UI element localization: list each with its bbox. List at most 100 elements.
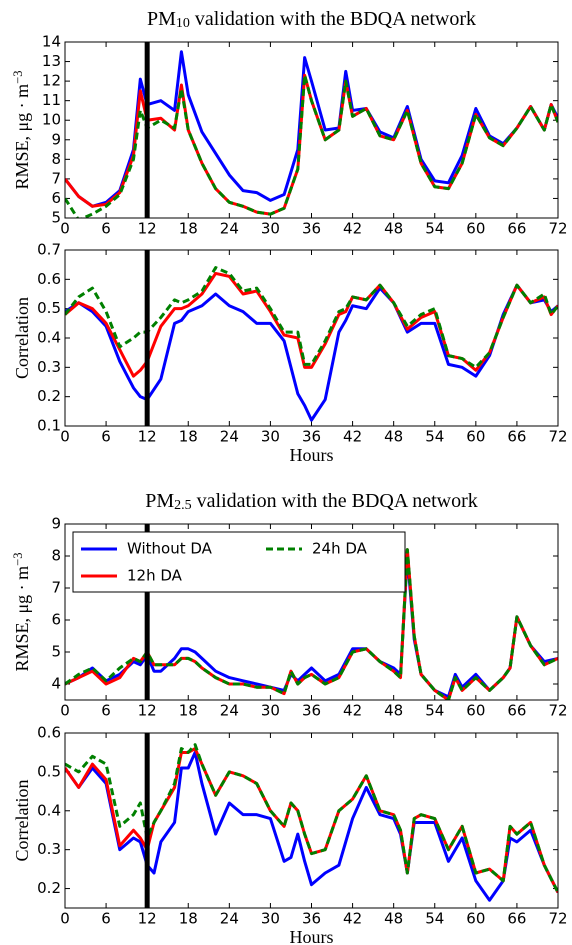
- series-line: [65, 266, 558, 369]
- x-tick-label: 66: [507, 702, 526, 720]
- y-tick-label: 7: [51, 579, 61, 597]
- x-tick-label: 42: [343, 702, 362, 720]
- x-tick-label: 36: [302, 428, 321, 446]
- chart-title-part: 2.5: [174, 498, 192, 513]
- y-tick-label: 4: [51, 675, 61, 693]
- y-tick-label: 10: [42, 111, 61, 129]
- x-tick-label: 72: [548, 220, 567, 238]
- x-tick-label: 42: [343, 428, 362, 446]
- y-tick-label: 0.6: [37, 270, 61, 288]
- x-tick-label: 48: [384, 428, 403, 446]
- y-axis-label: RMSE, μg · m−3: [11, 552, 32, 671]
- plot-lines: [65, 50, 558, 218]
- y-tick-label: 5: [51, 209, 61, 227]
- x-tick-label: 60: [466, 220, 485, 238]
- legend-box: [72, 531, 406, 593]
- y-tick-label: 6: [51, 189, 61, 207]
- chart-title-part: PM: [147, 8, 176, 30]
- plot-frame: [64, 732, 559, 909]
- x-tick-label: 66: [507, 910, 526, 928]
- x-tick-label: 72: [548, 428, 567, 446]
- x-axis-label: Hours: [290, 445, 334, 465]
- x-tick-label: 54: [425, 702, 444, 720]
- y-tick-label: 0.3: [37, 840, 61, 858]
- y-axis-label-part: RMSE, μg · m: [12, 566, 32, 672]
- chart-title: PM10 validation with the BDQA network: [147, 8, 476, 32]
- x-tick-label: 18: [179, 220, 198, 238]
- legend-label: Without DA: [127, 540, 213, 558]
- y-axis-label-part: −3: [11, 552, 25, 565]
- x-tick-label: 36: [302, 910, 321, 928]
- chart-title: PM2.5 validation with the BDQA network: [145, 490, 477, 514]
- x-tick-label: 24: [220, 220, 239, 238]
- series-line: [65, 283, 558, 422]
- x-tick-label: 24: [220, 428, 239, 446]
- x-tick-label: 0: [60, 702, 70, 720]
- x-tick-label: 54: [425, 910, 444, 928]
- plot-lines: [65, 743, 558, 902]
- x-tick-label: 30: [261, 910, 280, 928]
- y-tick-label: 7: [51, 169, 61, 187]
- y-tick-label: 8: [51, 150, 61, 168]
- x-tick-label: 18: [179, 910, 198, 928]
- x-tick-label: 66: [507, 220, 526, 238]
- y-axis-label: Correlation: [12, 780, 32, 862]
- chart-title-part: validation with the BDQA network: [190, 8, 476, 30]
- y-tick-label: 0.2: [37, 879, 61, 897]
- x-tick-label: 48: [384, 220, 403, 238]
- x-tick-label: 18: [179, 702, 198, 720]
- plot-lines: [65, 266, 558, 422]
- chart-title-part: validation with the BDQA network: [192, 490, 478, 512]
- y-tick-label: 11: [42, 91, 61, 109]
- y-tick-label: 14: [42, 33, 61, 51]
- y-axis-label: Correlation: [12, 297, 32, 379]
- x-tick-label: 54: [425, 428, 444, 446]
- series-line: [65, 271, 558, 378]
- y-axis-label-part: RMSE, μg · m: [12, 84, 32, 190]
- x-tick-label: 30: [261, 428, 280, 446]
- legend-label: 24h DA: [312, 540, 368, 558]
- y-tick-label: 0.4: [37, 329, 61, 347]
- series-line: [65, 73, 558, 216]
- plot-lines: [65, 548, 558, 700]
- x-tick-label: 18: [179, 428, 198, 446]
- series-line: [65, 750, 558, 902]
- x-tick-label: 60: [466, 428, 485, 446]
- y-tick-label: 6: [51, 611, 61, 629]
- y-tick-label: 0.1: [37, 417, 61, 435]
- y-tick-label: 0.2: [37, 387, 61, 405]
- x-axis-label: Hours: [290, 927, 334, 945]
- y-tick-label: 5: [51, 643, 61, 661]
- y-tick-label: 0.5: [37, 299, 61, 317]
- y-tick-label: 0.6: [37, 724, 61, 742]
- x-tick-label: 66: [507, 428, 526, 446]
- y-tick-label: 9: [51, 515, 61, 533]
- x-tick-label: 60: [466, 702, 485, 720]
- x-tick-label: 0: [60, 428, 70, 446]
- x-tick-label: 60: [466, 910, 485, 928]
- x-tick-label: 72: [548, 702, 567, 720]
- x-tick-label: 36: [302, 702, 321, 720]
- x-tick-label: 6: [101, 702, 111, 720]
- x-tick-label: 42: [343, 220, 362, 238]
- y-tick-label: 0.5: [37, 762, 61, 780]
- y-tick-label: 0.3: [37, 358, 61, 376]
- y-tick-label: 12: [42, 72, 61, 90]
- x-tick-label: 12: [138, 702, 157, 720]
- y-tick-label: 0.7: [37, 241, 61, 259]
- x-tick-label: 24: [220, 910, 239, 928]
- x-tick-label: 54: [425, 220, 444, 238]
- x-tick-label: 48: [384, 702, 403, 720]
- x-tick-label: 12: [138, 220, 157, 238]
- x-tick-label: 6: [101, 428, 111, 446]
- x-tick-label: 42: [343, 910, 362, 928]
- x-tick-label: 12: [138, 428, 157, 446]
- plot-frame: [64, 41, 559, 219]
- x-tick-label: 6: [101, 910, 111, 928]
- y-axis-label-part: −3: [11, 70, 25, 83]
- chart-title-part: PM: [145, 490, 174, 512]
- y-tick-label: 8: [51, 547, 61, 565]
- x-tick-label: 24: [220, 702, 239, 720]
- plot-frame: [64, 249, 559, 427]
- y-tick-label: 13: [42, 52, 61, 70]
